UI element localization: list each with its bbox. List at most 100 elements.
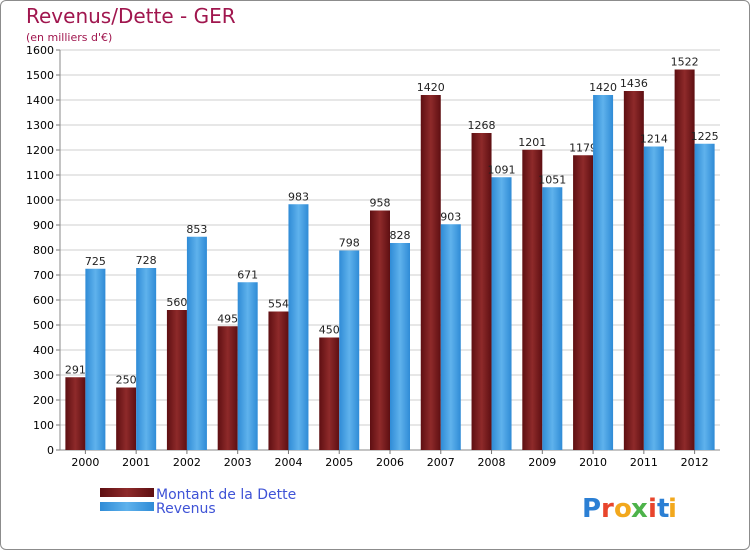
- y-tick-label: 700: [33, 269, 54, 282]
- data-label: 1420: [589, 81, 617, 94]
- y-tick-label: 600: [33, 294, 54, 307]
- y-tick-label: 1000: [26, 194, 54, 207]
- data-label: 958: [370, 197, 391, 210]
- data-label: 1179: [569, 141, 597, 154]
- data-label: 728: [136, 254, 157, 267]
- y-tick-label: 200: [33, 394, 54, 407]
- x-tick-label: 2005: [325, 456, 353, 469]
- chart-subtitle: (en milliers d'€): [26, 31, 112, 44]
- bar-debt: [522, 149, 543, 450]
- logo-letter: i: [668, 494, 677, 524]
- data-label: 828: [390, 229, 411, 242]
- bar-revenus: [643, 146, 664, 450]
- x-tick-label: 2012: [681, 456, 709, 469]
- logo-letter: r: [601, 494, 614, 524]
- chart-title: Revenus/Dette - GER: [26, 4, 236, 28]
- data-label: 291: [65, 363, 86, 376]
- bar-revenus: [440, 224, 461, 450]
- x-tick-label: 2011: [630, 456, 658, 469]
- logo-letter: P: [582, 494, 601, 524]
- bar-revenus: [186, 236, 207, 450]
- bar-debt: [573, 155, 594, 450]
- x-tick-label: 2007: [427, 456, 455, 469]
- bar-debt: [268, 311, 289, 450]
- y-tick-label: 1600: [26, 44, 54, 57]
- y-tick-label: 1100: [26, 169, 54, 182]
- x-tick-label: 2000: [71, 456, 99, 469]
- y-tick-label: 400: [33, 344, 54, 357]
- legend-swatch-debt: [100, 488, 154, 497]
- x-tick-label: 2009: [528, 456, 556, 469]
- bar-revenus: [542, 187, 563, 450]
- bar-revenus: [237, 282, 258, 450]
- data-label: 1268: [468, 119, 496, 132]
- bar-debt: [217, 326, 238, 450]
- y-tick-label: 100: [33, 419, 54, 432]
- x-tick-label: 2003: [224, 456, 252, 469]
- bar-debt: [65, 377, 86, 450]
- y-tick-label: 300: [33, 369, 54, 382]
- data-label: 903: [440, 210, 461, 223]
- legend-label-revenus: Revenus: [156, 501, 216, 517]
- legend: Montant de la Dette Revenus: [100, 487, 296, 517]
- data-label: 1225: [691, 130, 719, 143]
- data-label: 983: [288, 190, 309, 203]
- x-tick-label: 2001: [122, 456, 150, 469]
- bar-revenus: [491, 177, 512, 450]
- bar-debt: [420, 95, 441, 450]
- bar-revenus: [136, 268, 157, 450]
- data-label: 1051: [538, 173, 566, 186]
- data-label: 853: [186, 223, 207, 236]
- x-tick-label: 2004: [274, 456, 302, 469]
- y-tick-label: 1500: [26, 69, 54, 82]
- data-label: 1436: [620, 77, 648, 90]
- data-label: 1091: [488, 163, 516, 176]
- bar-revenus: [288, 204, 309, 450]
- bars: 291 725 250 728 560 853 495 671 554 983 450 798 958 8…: [65, 56, 719, 450]
- data-label: 725: [85, 255, 106, 268]
- data-label: 1201: [518, 136, 546, 149]
- y-tick-label: 1200: [26, 144, 54, 157]
- data-label: 1522: [671, 56, 699, 69]
- bar-debt: [623, 91, 644, 450]
- bar-debt: [674, 69, 695, 450]
- bar-revenus: [694, 143, 715, 450]
- logo-letter: o: [614, 494, 632, 524]
- bar-revenus: [390, 243, 410, 450]
- data-label: 250: [116, 374, 137, 387]
- bar-debt: [370, 210, 390, 450]
- y-tick-label: 0: [47, 444, 54, 457]
- y-axis: 0 100 200 300 400 500 600 700 800 900 1000 1100 1200…: [26, 44, 54, 457]
- data-label: 1214: [640, 133, 668, 146]
- logo-letter: i: [648, 494, 657, 524]
- x-tick-label: 2008: [478, 456, 506, 469]
- legend-swatch-revenus: [100, 502, 154, 511]
- y-tick-label: 900: [33, 219, 54, 232]
- legend-label-debt: Montant de la Dette: [156, 487, 296, 503]
- bar-debt: [116, 387, 137, 450]
- x-tick-label: 2002: [173, 456, 201, 469]
- data-label: 798: [339, 237, 360, 250]
- bar-revenus: [593, 95, 614, 450]
- y-tick-label: 500: [33, 319, 54, 332]
- bar-revenus: [339, 250, 360, 450]
- data-label: 671: [237, 268, 258, 281]
- data-label: 560: [166, 296, 187, 309]
- bar-debt: [471, 133, 492, 450]
- y-tick-label: 1400: [26, 94, 54, 107]
- bar-revenus: [85, 268, 106, 450]
- data-label: 450: [319, 324, 340, 337]
- bar-debt: [319, 337, 340, 450]
- x-tick-label: 2010: [579, 456, 607, 469]
- bar-debt: [166, 310, 187, 450]
- y-tick-label: 1300: [26, 119, 54, 132]
- logo-letter: t: [657, 494, 669, 524]
- x-tick-label: 2006: [376, 456, 404, 469]
- data-label: 554: [268, 298, 289, 311]
- data-label: 1420: [417, 81, 445, 94]
- logo-letter: x: [631, 494, 648, 524]
- data-label: 495: [217, 312, 238, 325]
- x-axis: 2000 2001 2002 2003 2004 2005 2006 2007 2008 2009…: [71, 450, 709, 469]
